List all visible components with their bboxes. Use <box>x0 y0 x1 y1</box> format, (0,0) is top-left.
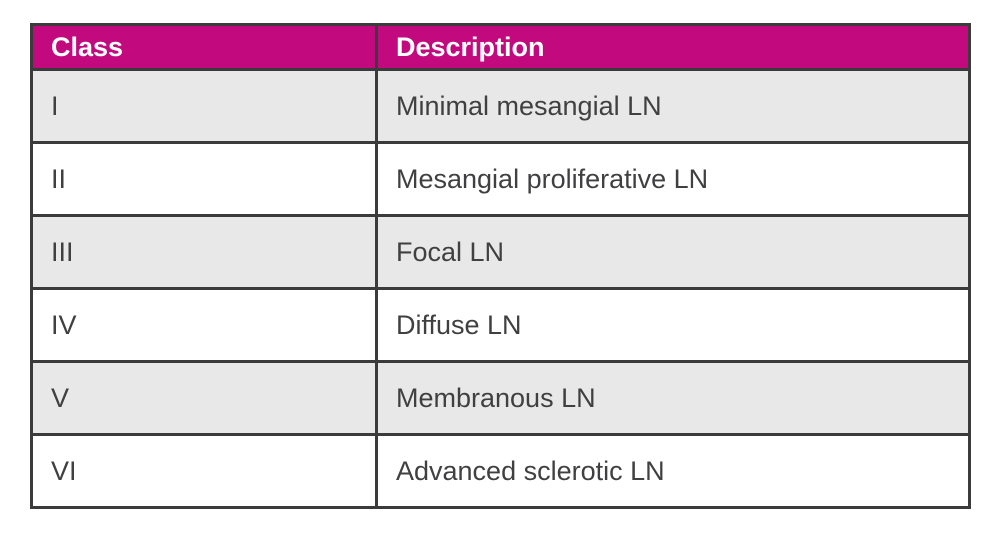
description-cell: Focal LN <box>375 214 971 290</box>
table-body: I Minimal mesangial LN II Mesangial prol… <box>30 68 971 509</box>
class-cell: VI <box>30 433 378 509</box>
description-cell: Minimal mesangial LN <box>375 68 971 144</box>
column-header-description: Description <box>375 23 971 71</box>
description-cell: Membranous LN <box>375 360 971 436</box>
table-row: V Membranous LN <box>30 360 971 436</box>
column-header-class: Class <box>30 23 378 71</box>
description-cell: Mesangial proliferative LN <box>375 141 971 217</box>
class-cell: II <box>30 141 378 217</box>
classification-table-container: Class Description I Minimal mesangial LN… <box>30 23 971 509</box>
description-cell: Diffuse LN <box>375 287 971 363</box>
table-header: Class Description <box>30 23 971 71</box>
description-cell: Advanced sclerotic LN <box>375 433 971 509</box>
table-row: IV Diffuse LN <box>30 287 971 363</box>
classification-table: Class Description I Minimal mesangial LN… <box>30 23 971 509</box>
class-cell: III <box>30 214 378 290</box>
class-cell: IV <box>30 287 378 363</box>
class-cell: V <box>30 360 378 436</box>
table-row: II Mesangial proliferative LN <box>30 141 971 217</box>
class-cell: I <box>30 68 378 144</box>
table-row: I Minimal mesangial LN <box>30 68 971 144</box>
table-row: III Focal LN <box>30 214 971 290</box>
header-row: Class Description <box>30 23 971 71</box>
table-row: VI Advanced sclerotic LN <box>30 433 971 509</box>
